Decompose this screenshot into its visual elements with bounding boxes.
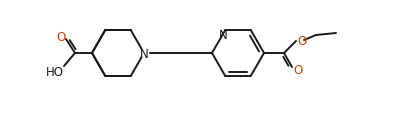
Text: O: O (56, 30, 66, 43)
Text: N: N (140, 47, 148, 60)
Text: O: O (297, 34, 307, 47)
Text: N: N (219, 29, 227, 42)
Text: O: O (293, 63, 303, 76)
Text: HO: HO (46, 65, 64, 78)
